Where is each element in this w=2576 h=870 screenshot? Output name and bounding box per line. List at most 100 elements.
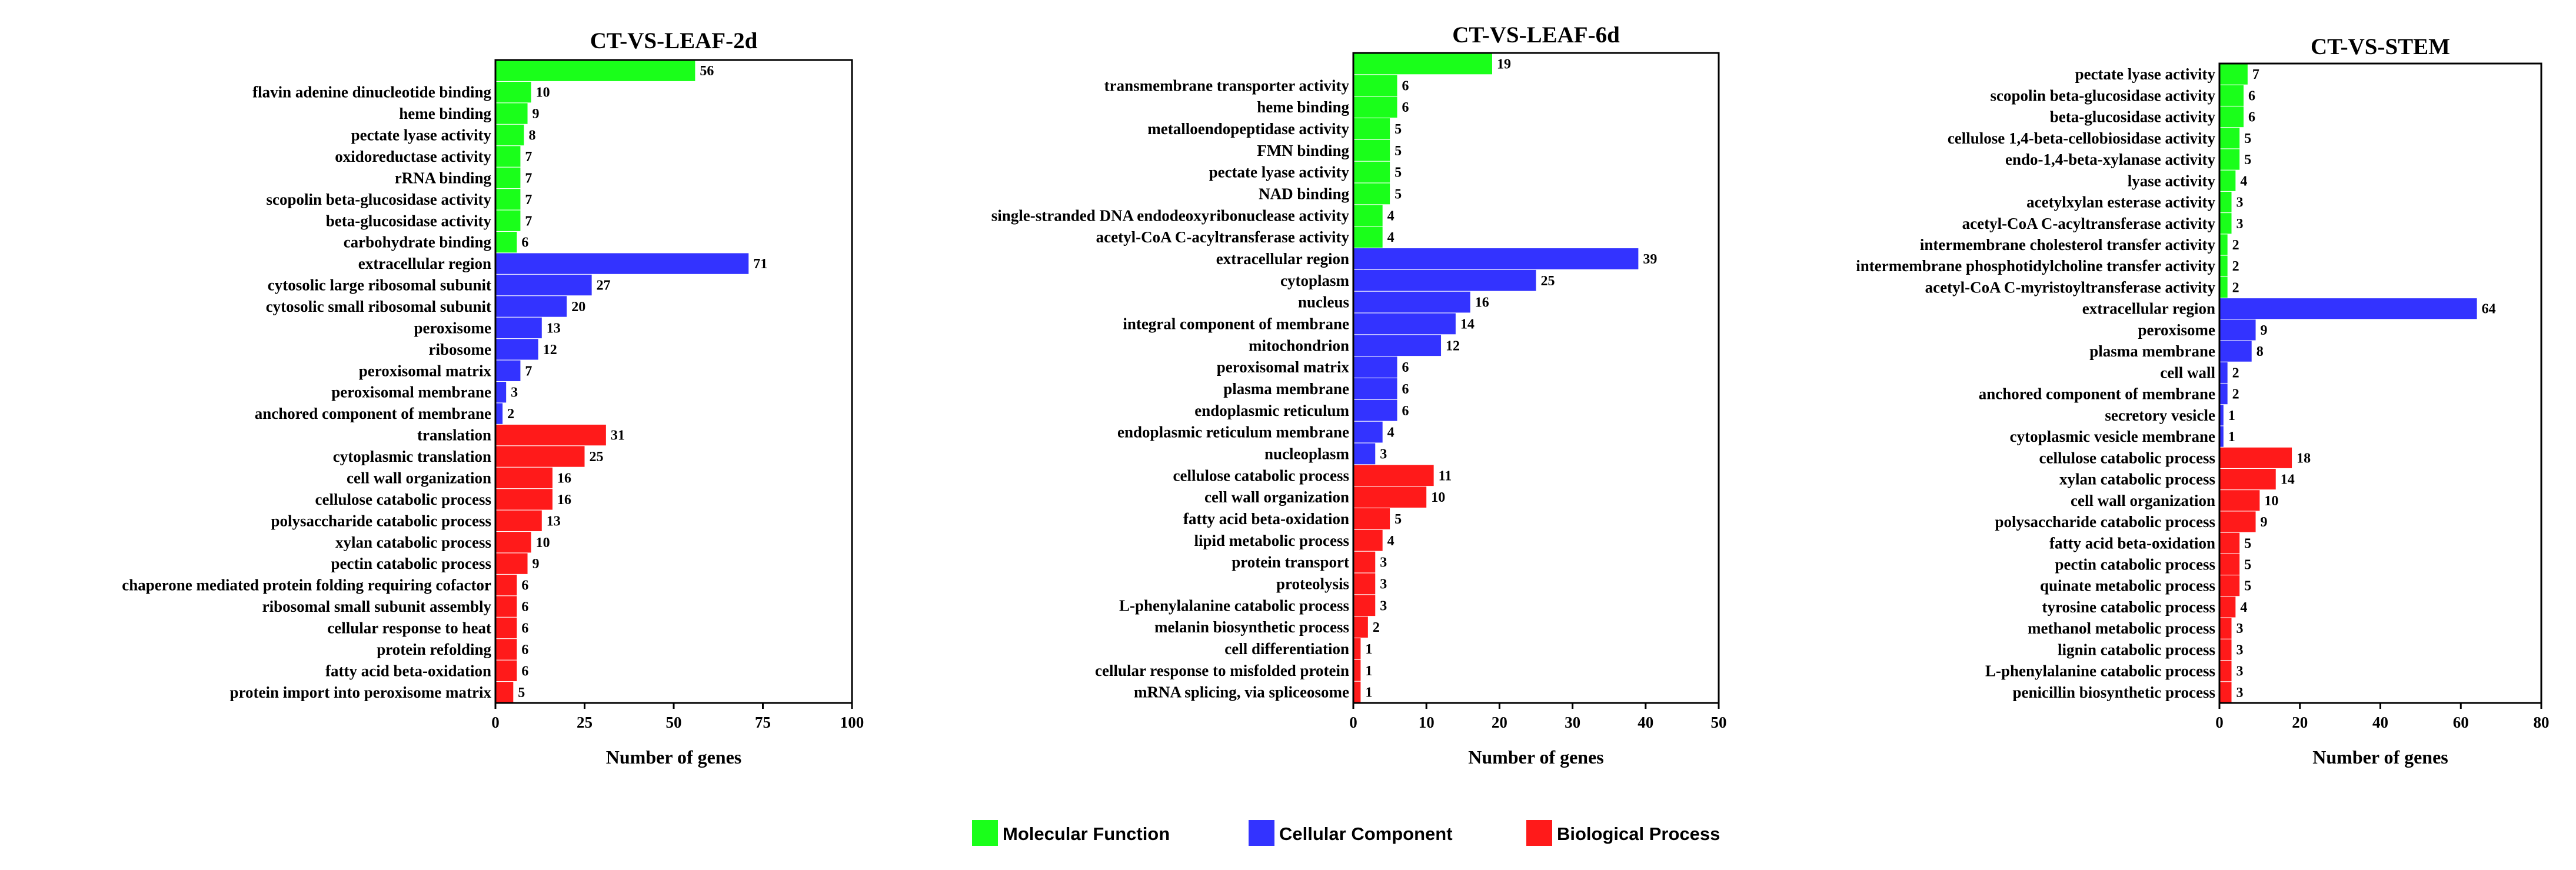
- category-label: beta-glucosidase activity: [2050, 108, 2216, 126]
- category-label: penicillin biosynthetic process: [2012, 684, 2215, 701]
- bar: [1353, 356, 1397, 378]
- bar: [495, 574, 517, 596]
- x-tick-label: 100: [840, 714, 864, 731]
- bar: [495, 596, 517, 617]
- chart-title: CT-VS-LEAF-6d: [1452, 22, 1620, 48]
- value-label: 7: [525, 192, 532, 208]
- category-label: ribosome: [429, 341, 492, 358]
- category-label: transmembrane transporter activity: [1104, 76, 1350, 94]
- category-label: cytosolic small ribosomal subunit: [266, 298, 491, 315]
- category-label: chaperone mediated protein folding requi…: [122, 576, 491, 594]
- bar: [1353, 508, 1390, 529]
- value-label: 2: [2232, 280, 2239, 295]
- category-label: acetyl-CoA C-acyltransferase activity: [1962, 215, 2216, 232]
- category-label: melanin biosynthetic process: [1154, 618, 1349, 636]
- category-label: translation: [417, 426, 491, 444]
- bar: [2219, 426, 2224, 447]
- category-label: peroxisome: [414, 319, 491, 336]
- category-label: extracellular region: [2082, 300, 2215, 318]
- bar: [1353, 313, 1456, 335]
- bar: [1353, 183, 1390, 205]
- category-label: flavin adenine dinucleotide binding: [252, 84, 491, 101]
- category-label: acetylxylan esterase activity: [2026, 194, 2215, 211]
- value-label: 56: [700, 64, 714, 79]
- bar: [1353, 486, 1427, 508]
- category-label: endo-1,4-beta-xylanase activity: [2005, 151, 2215, 168]
- bar: [495, 296, 567, 317]
- category-label: scopolin beta-glucosidase activity: [267, 191, 492, 208]
- bar: [1353, 161, 1390, 183]
- category-label: lignin catabolic process: [2058, 641, 2215, 658]
- bar: [495, 360, 521, 381]
- bar: [1353, 269, 1536, 291]
- bar: [1353, 378, 1397, 399]
- value-label: 20: [571, 299, 585, 315]
- value-label: 25: [1541, 274, 1555, 289]
- bar: [1353, 75, 1397, 96]
- bar: [1353, 638, 1361, 659]
- value-label: 6: [2248, 110, 2255, 125]
- category-label: protein import into peroxisome matrix: [230, 684, 492, 701]
- bar: [2219, 575, 2240, 596]
- value-label: 9: [2261, 515, 2268, 530]
- category-label: L-phenylalanine catabolic process: [1119, 596, 1349, 614]
- x-tick-label: 20: [1492, 714, 1507, 731]
- bar: [495, 210, 521, 231]
- value-label: 3: [2236, 216, 2244, 232]
- value-label: 3: [2236, 621, 2244, 636]
- bar: [495, 146, 521, 167]
- value-label: 1: [2228, 408, 2235, 424]
- value-label: 6: [521, 642, 528, 658]
- value-label: 4: [2240, 174, 2247, 189]
- bar: [2219, 596, 2236, 618]
- value-label: 10: [2264, 494, 2278, 509]
- category-label: ribosomal small subunit assembly: [262, 598, 492, 615]
- category-label: cellulose catabolic process: [1173, 466, 1349, 484]
- value-label: 6: [521, 599, 528, 615]
- category-label: fatty acid beta-oxidation: [1183, 510, 1349, 528]
- bar: [2219, 128, 2240, 149]
- legend-swatch-molecular-function: [972, 820, 998, 846]
- bar: [1353, 226, 1383, 248]
- bar: [2219, 362, 2228, 383]
- bar: [1353, 659, 1361, 681]
- value-label: 7: [525, 214, 532, 229]
- x-tick-label: 75: [755, 714, 771, 731]
- bar: [1353, 529, 1383, 551]
- bar: [495, 274, 592, 296]
- chart-ct-vs-leaf-6d: CT-VS-LEAF-6d 19 transmembrane transporter…: [991, 22, 1727, 768]
- bar: [1353, 205, 1383, 226]
- category-label: cellular response to misfolded protein: [1095, 662, 1349, 679]
- value-label: 7: [525, 149, 532, 165]
- category-label: polysaccharide catabolic process: [1995, 513, 2215, 531]
- category-label: L-phenylalanine catabolic process: [1985, 662, 2215, 680]
- value-label: 2: [2232, 238, 2239, 253]
- bar: [2219, 170, 2236, 191]
- value-label: 9: [532, 106, 540, 122]
- value-label: 6: [521, 578, 528, 594]
- bar: [2219, 554, 2240, 575]
- value-label: 5: [518, 685, 525, 701]
- value-label: 2: [2232, 259, 2239, 274]
- x-tick-label: 50: [666, 714, 682, 731]
- x-tick-label: 50: [1711, 714, 1727, 731]
- value-label: 71: [753, 256, 767, 272]
- category-label: cytosolic large ribosomal subunit: [268, 276, 491, 294]
- x-tick-label: 25: [577, 714, 593, 731]
- bar: [495, 467, 553, 489]
- x-tick-label: 30: [1565, 714, 1580, 731]
- value-label: 14: [1460, 316, 1475, 332]
- category-label: protein refolding: [377, 641, 491, 658]
- category-label: tyrosine catabolic process: [2042, 598, 2215, 616]
- value-label: 4: [2240, 600, 2247, 615]
- bar: [1353, 595, 1376, 616]
- category-label: intermembrane cholesterol transfer activ…: [1920, 236, 2216, 254]
- value-label: 4: [1387, 208, 1394, 224]
- category-label: cytoplasm: [1280, 272, 1350, 289]
- category-label: peroxisomal matrix: [1217, 358, 1350, 376]
- category-label: cell wall organization: [1204, 488, 1349, 506]
- value-label: 9: [532, 556, 540, 572]
- bar: [1353, 53, 1492, 75]
- category-label: FMN binding: [1257, 142, 1349, 159]
